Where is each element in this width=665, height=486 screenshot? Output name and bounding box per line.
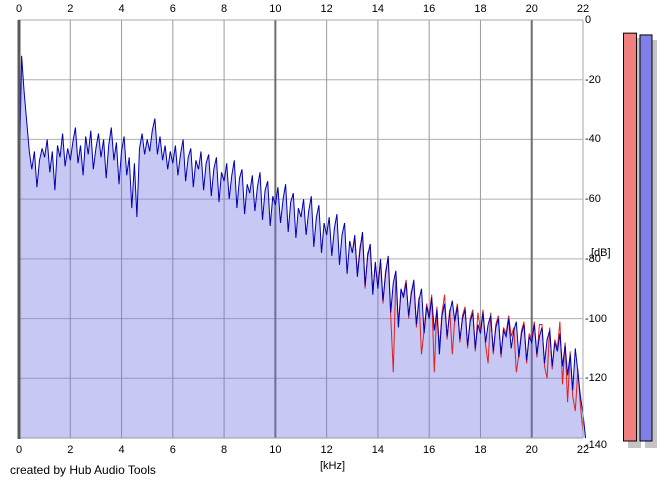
x-tick-label-top: 20: [525, 3, 538, 15]
red-peak-trace: [351, 234, 584, 433]
x-tick-label-top: 22: [576, 3, 590, 15]
credit-text: created by Hub Audio Tools: [10, 463, 156, 477]
x-tick-label-bottom: 22: [576, 444, 590, 456]
x-tick-label-top: 12: [320, 3, 333, 15]
x-tick-label-top: 10: [269, 3, 282, 15]
y-tick-label: -60: [585, 193, 601, 206]
x-tick-label-bottom: 16: [423, 444, 436, 456]
x-tick-label-bottom: 18: [474, 444, 487, 456]
y-tick-label: -120: [585, 372, 608, 385]
x-tick-label-top: 8: [221, 3, 228, 15]
x-tick-label-top: 2: [67, 3, 74, 15]
x-tick-label-top: 16: [423, 3, 436, 15]
x-tick-label-top: 6: [169, 3, 176, 15]
y-tick-label: -140: [585, 439, 608, 451]
x-tick-label-bottom: 6: [169, 444, 176, 456]
x-axis-unit-label: [kHz]: [319, 460, 346, 472]
y-tick-label: -80: [585, 252, 601, 265]
x-tick-label-bottom: 8: [221, 444, 228, 456]
level-meter-left: [623, 32, 637, 442]
x-tick-label-bottom: 4: [118, 444, 125, 456]
level-meter-right: [639, 34, 653, 442]
y-tick-label: -20: [585, 73, 601, 86]
x-tick-label-top: 18: [474, 3, 487, 15]
x-tick-label-bottom: 2: [67, 444, 74, 456]
x-tick-label-bottom: 12: [320, 444, 333, 456]
y-tick-label: -40: [585, 133, 601, 146]
blue-spectrum-trace: [18, 55, 587, 439]
x-tick-label-top: 4: [118, 3, 125, 15]
x-tick-label-bottom: 14: [371, 444, 385, 456]
x-tick-label-bottom: 10: [269, 444, 282, 456]
y-axis-unit-label: [dB]: [591, 247, 611, 259]
x-tick-label-top: 0: [15, 3, 23, 15]
spectrum-area-fill: [19, 55, 586, 439]
y-tick-label: -100: [585, 312, 608, 325]
x-tick-label-top: 14: [371, 3, 385, 15]
x-tick-label-bottom: 0: [15, 444, 23, 456]
x-tick-label-bottom: 20: [525, 444, 538, 456]
y-tick-label: 0: [585, 14, 592, 26]
